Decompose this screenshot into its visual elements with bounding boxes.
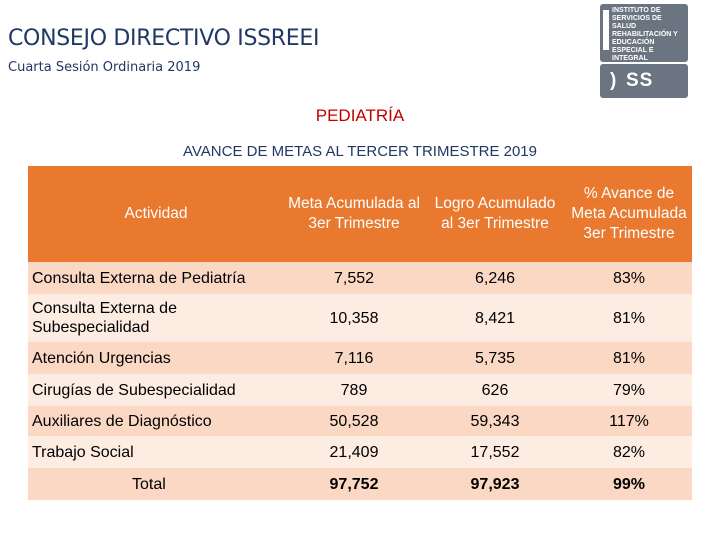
table-total-row: Total 97,752 97,923 99% bbox=[28, 468, 692, 500]
cell-total-avance: 99% bbox=[566, 468, 692, 500]
page-title: CONSEJO DIRECTIVO ISSREEI bbox=[8, 26, 320, 51]
cell-meta: 7,116 bbox=[284, 342, 424, 374]
header-logro: Logro Acumulado al 3er Trimestre bbox=[424, 166, 566, 262]
header-avance: % Avance de Meta Acumulada 3er Trimestre bbox=[566, 166, 692, 262]
logo-mark-panel: ) SS bbox=[600, 64, 688, 98]
cell-logro: 5,735 bbox=[424, 342, 566, 374]
cell-meta: 7,552 bbox=[284, 262, 424, 294]
table-row: Atención Urgencias 7,116 5,735 81% bbox=[28, 342, 692, 374]
logo-mark: SS bbox=[626, 70, 654, 91]
cell-avance: 81% bbox=[566, 294, 692, 342]
section-title: PEDIATRÍA bbox=[315, 106, 405, 125]
cell-logro: 6,246 bbox=[424, 262, 566, 294]
cell-total-logro: 97,923 bbox=[424, 468, 566, 500]
institution-logo: INSTITUTO DE SERVICIOS DE SALUD REHABILI… bbox=[600, 4, 688, 98]
cell-avance: 117% bbox=[566, 406, 692, 436]
logo-bar-icon bbox=[603, 10, 609, 50]
cell-logro: 17,552 bbox=[424, 436, 566, 468]
table-row: Consulta Externa de Subespecialidad 10,3… bbox=[28, 294, 692, 342]
page-subtitle: Cuarta Sesión Ordinaria 2019 bbox=[8, 60, 201, 75]
cell-total-meta: 97,752 bbox=[284, 468, 424, 500]
cell-activity: Atención Urgencias bbox=[28, 342, 284, 374]
logo-top-panel: INSTITUTO DE SERVICIOS DE SALUD REHABILI… bbox=[600, 4, 688, 62]
table-row: Cirugías de Subespecialidad 789 626 79% bbox=[28, 374, 692, 406]
cell-activity: Auxiliares de Diagnóstico bbox=[28, 406, 284, 436]
cell-avance: 79% bbox=[566, 374, 692, 406]
cell-logro: 626 bbox=[424, 374, 566, 406]
table-caption: AVANCE DE METAS AL TERCER TRIMESTRE 2019 bbox=[183, 143, 537, 160]
table-header-row: Actividad Meta Acumulada al 3er Trimestr… bbox=[28, 166, 692, 262]
cell-activity: Cirugías de Subespecialidad bbox=[28, 374, 284, 406]
cell-meta: 21,409 bbox=[284, 436, 424, 468]
cell-logro: 59,343 bbox=[424, 406, 566, 436]
cell-avance: 83% bbox=[566, 262, 692, 294]
table-row: Consulta Externa de Pediatría 7,552 6,24… bbox=[28, 262, 692, 294]
cell-avance: 82% bbox=[566, 436, 692, 468]
cell-total-label: Total bbox=[28, 468, 284, 500]
header-actividad: Actividad bbox=[28, 166, 284, 262]
cell-activity: Trabajo Social bbox=[28, 436, 284, 468]
cell-avance: 81% bbox=[566, 342, 692, 374]
table-row: Trabajo Social 21,409 17,552 82% bbox=[28, 436, 692, 468]
cell-activity: Consulta Externa de Subespecialidad bbox=[28, 294, 284, 342]
goals-table: Actividad Meta Acumulada al 3er Trimestr… bbox=[28, 166, 692, 500]
table-row: Auxiliares de Diagnóstico 50,528 59,343 … bbox=[28, 406, 692, 436]
logo-paren-icon: ) bbox=[610, 70, 617, 91]
cell-logro: 8,421 bbox=[424, 294, 566, 342]
cell-meta: 10,358 bbox=[284, 294, 424, 342]
logo-text: INSTITUTO DE SERVICIOS DE SALUD REHABILI… bbox=[612, 7, 678, 62]
cell-meta: 50,528 bbox=[284, 406, 424, 436]
cell-activity: Consulta Externa de Pediatría bbox=[28, 262, 284, 294]
cell-meta: 789 bbox=[284, 374, 424, 406]
header-meta: Meta Acumulada al 3er Trimestre bbox=[284, 166, 424, 262]
